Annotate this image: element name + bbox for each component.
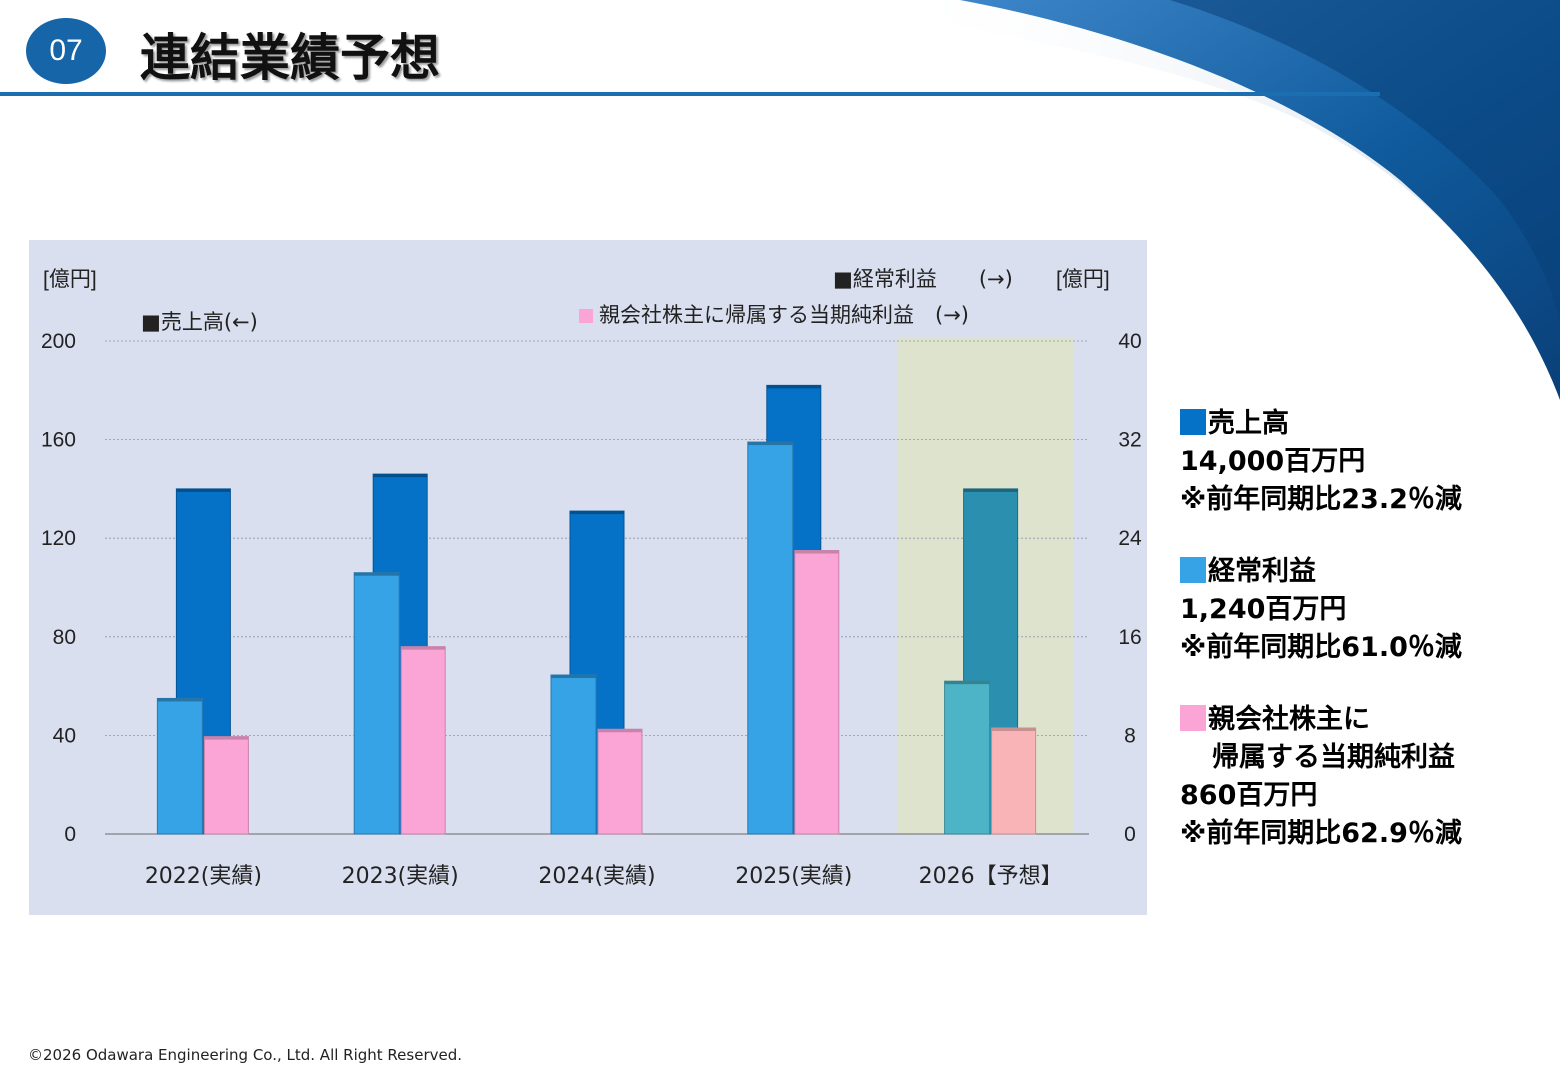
summary-yoy-change: ※前年同期比23.2％減 [1180, 484, 1462, 515]
summary-amount: 1,240百万円 [1180, 594, 1347, 625]
net-profit-bar-top-edge [794, 550, 839, 554]
net-profit-bar [794, 550, 840, 835]
copyright-footer: ©2026 Odawara Engineering Co., Ltd. All … [28, 1046, 463, 1064]
summary-yoy-change: ※前年同期比62.9％減 [1180, 818, 1462, 849]
net-profit-bar-top-edge [401, 646, 446, 650]
x-axis-category-label: 2025(実績) [735, 864, 852, 889]
ordinary-profit-bar [550, 674, 597, 835]
ordinary-profit-bar-top-edge [747, 442, 793, 446]
right-axis-unit-label: [億円] [1056, 268, 1110, 291]
x-axis-category-label: 2024(実績) [538, 864, 655, 889]
ordinary-profit-bar-top-edge [944, 681, 990, 685]
net-profit-bar [400, 646, 446, 835]
legend-net-profit: 親会社株主に帰属する当期純利益 (→) [599, 303, 969, 327]
x-axis-category-label: 2022(実績) [145, 864, 262, 889]
net-profit-bar-top-edge [598, 729, 642, 733]
summary-title-line: 親会社株主に [1180, 701, 1462, 739]
summary-amount: 14,000百万円 [1180, 446, 1366, 477]
summary-title-text: 親会社株主に [1208, 704, 1370, 735]
legend-ordinary-profit: ■経常利益 (→) [833, 267, 1013, 291]
chart-legend: [億円] ■経常利益 (→) [億円] ■売上高(←) 親会社株主に帰属する当期… [43, 267, 1110, 334]
x-axis-category-label: 2026【予想】 [919, 864, 1063, 889]
summary-panel: 売上高 14,000百万円 ※前年同期比23.2％減経常利益 1,240百万円 ※前年同… [1180, 405, 1462, 887]
summary-title-text: 売上高 [1208, 408, 1289, 439]
ordinary-profit-bar-top-edge [157, 698, 203, 702]
right-axis-tick-label: 16 [1118, 626, 1141, 649]
ordinary-profit-bar [156, 697, 203, 835]
page-title: 連結業績予想 [140, 29, 440, 87]
summary-color-swatch [1180, 705, 1206, 731]
left-axis-tick-label: 40 [53, 724, 76, 747]
right-axis-tick-label: 40 [1118, 330, 1141, 353]
net-profit-bar-top-edge [991, 728, 1036, 732]
legend-net-profit-swatch [579, 309, 593, 323]
summary-title-text: 経常利益 [1208, 556, 1316, 587]
net-profit-bar-top-edge [204, 736, 249, 740]
net-profit-bar [203, 736, 249, 835]
left-axis-tick-label: 120 [41, 527, 76, 550]
sales-bar-top-edge [766, 385, 821, 389]
consolidated-forecast-chart: 0 40 80 120 160 200 0 8 16 24 32 40 2022(実績) 2023(実績)… [29, 240, 1147, 915]
summary-title-line: 帰属する当期純利益 [1180, 739, 1462, 777]
legend-sales: ■売上高(←) [141, 310, 258, 334]
summary-ordinary-profit: 経常利益 1,240百万円 ※前年同期比61.0％減 [1180, 553, 1462, 667]
net-profit-bar [597, 728, 643, 835]
section-number-badge: 07 [26, 18, 106, 84]
right-axis-tick-label: 32 [1118, 429, 1141, 452]
right-axis-tick-label: 24 [1118, 527, 1142, 550]
x-axis-category-label: 2023(実績) [342, 864, 459, 889]
left-axis-tick-label: 0 [64, 823, 76, 846]
summary-net-profit: 親会社株主に帰属する当期純利益 860百万円 ※前年同期比62.9％減 [1180, 701, 1462, 853]
sales-bar-top-edge [963, 488, 1018, 492]
net-profit-bar [991, 727, 1037, 835]
summary-title-line: 経常利益 [1180, 553, 1462, 591]
left-axis-tick-label: 80 [53, 626, 76, 649]
ordinary-profit-bar [944, 680, 991, 835]
sales-bar-top-edge [176, 488, 231, 492]
header-divider [0, 92, 1380, 96]
summary-title-line: 売上高 [1180, 405, 1462, 443]
ordinary-profit-bar [747, 441, 794, 835]
summary-amount: 860百万円 [1180, 780, 1318, 811]
ordinary-profit-bar-top-edge [551, 675, 596, 679]
ordinary-profit-bar [353, 572, 400, 835]
sales-bar-top-edge [570, 511, 624, 515]
ordinary-profit-bar-top-edge [354, 572, 400, 576]
left-axis-unit-label: [億円] [43, 268, 97, 291]
summary-title-text: 帰属する当期純利益 [1212, 742, 1455, 773]
left-axis-tick-label: 160 [41, 429, 76, 452]
sales-bar-top-edge [373, 474, 428, 478]
right-axis-tick-label: 0 [1124, 823, 1136, 846]
left-axis-tick-label: 200 [41, 330, 76, 353]
summary-sales: 売上高 14,000百万円 ※前年同期比23.2％減 [1180, 405, 1462, 519]
summary-color-swatch [1180, 557, 1206, 583]
summary-yoy-change: ※前年同期比61.0％減 [1180, 632, 1462, 663]
summary-color-swatch [1180, 409, 1206, 435]
right-axis-tick-label: 8 [1124, 724, 1136, 747]
